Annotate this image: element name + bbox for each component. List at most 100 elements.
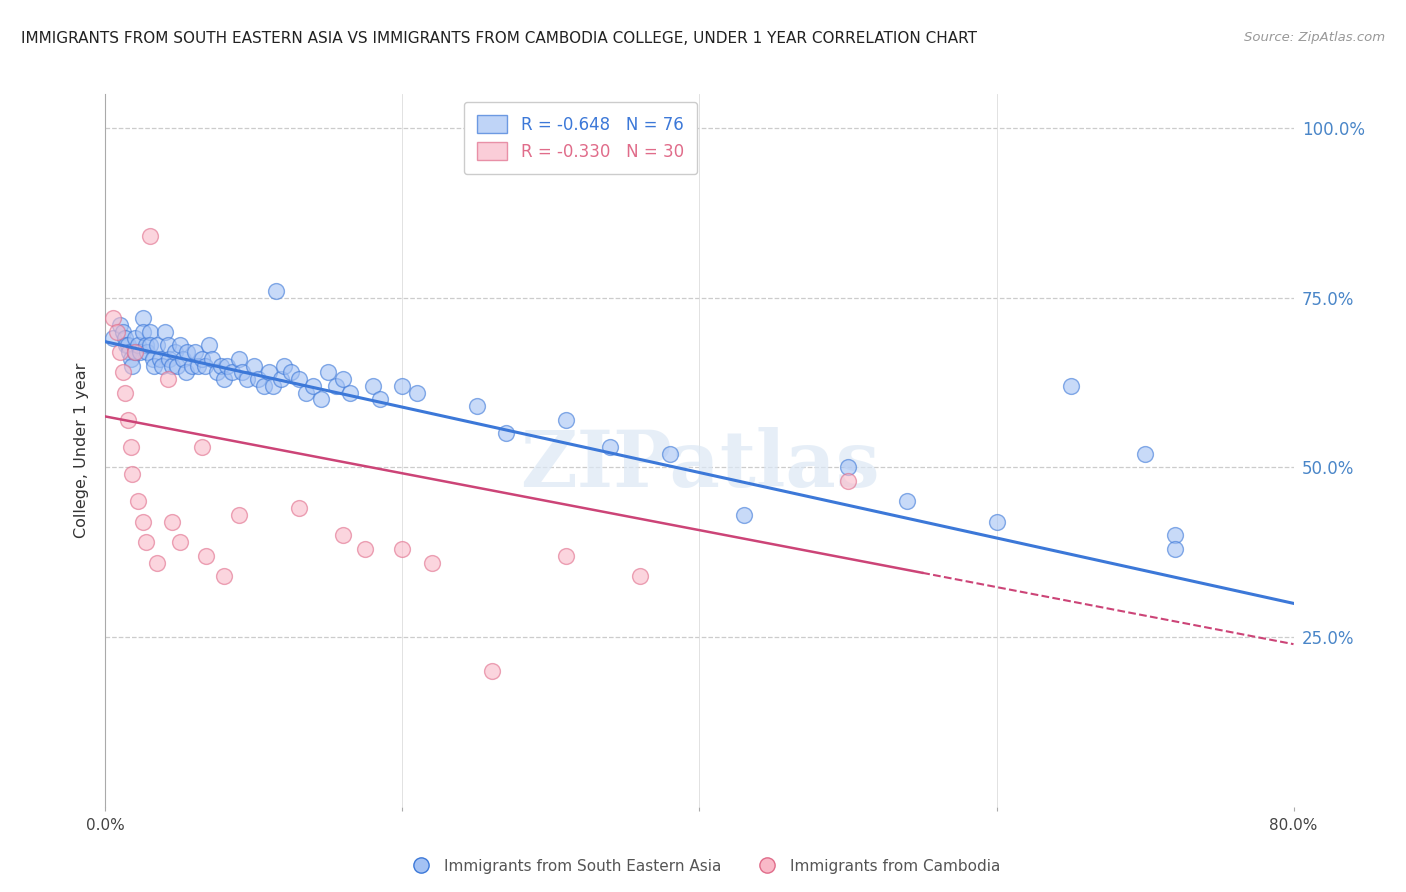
Text: IMMIGRANTS FROM SOUTH EASTERN ASIA VS IMMIGRANTS FROM CAMBODIA COLLEGE, UNDER 1 : IMMIGRANTS FROM SOUTH EASTERN ASIA VS IM… bbox=[21, 31, 977, 46]
Y-axis label: College, Under 1 year: College, Under 1 year bbox=[75, 363, 90, 538]
Point bbox=[194, 359, 217, 373]
Point bbox=[354, 541, 377, 556]
Point bbox=[117, 413, 139, 427]
Point bbox=[169, 338, 191, 352]
Point bbox=[1133, 447, 1156, 461]
Legend: R = -0.648   N = 76, R = -0.330   N = 30: R = -0.648 N = 76, R = -0.330 N = 30 bbox=[464, 102, 697, 174]
Point bbox=[198, 338, 221, 352]
Point bbox=[124, 331, 146, 345]
Point bbox=[120, 351, 142, 366]
Point bbox=[228, 508, 250, 522]
Point bbox=[166, 359, 188, 373]
Point bbox=[117, 338, 139, 352]
Point bbox=[554, 413, 576, 427]
Point bbox=[124, 345, 146, 359]
Point bbox=[128, 345, 150, 359]
Point bbox=[136, 345, 159, 359]
Point bbox=[162, 359, 184, 373]
Point bbox=[110, 318, 132, 332]
Point bbox=[302, 379, 325, 393]
Point bbox=[195, 549, 218, 563]
Point bbox=[180, 359, 202, 373]
Point bbox=[325, 379, 347, 393]
Point bbox=[131, 515, 153, 529]
Point bbox=[118, 345, 141, 359]
Point bbox=[214, 569, 236, 583]
Point bbox=[253, 379, 276, 393]
Point bbox=[273, 359, 295, 373]
Text: ZIPatlas: ZIPatlas bbox=[520, 426, 879, 503]
Point bbox=[114, 385, 136, 400]
Point bbox=[172, 351, 194, 366]
Point bbox=[156, 338, 179, 352]
Point bbox=[733, 508, 755, 522]
Point bbox=[149, 351, 172, 366]
Point bbox=[142, 351, 165, 366]
Point bbox=[169, 535, 191, 549]
Point bbox=[309, 392, 332, 407]
Point bbox=[495, 426, 517, 441]
Point bbox=[150, 359, 173, 373]
Point bbox=[127, 494, 149, 508]
Point bbox=[112, 325, 135, 339]
Point bbox=[986, 515, 1008, 529]
Point bbox=[599, 440, 621, 454]
Point bbox=[201, 351, 224, 366]
Point bbox=[217, 359, 239, 373]
Point bbox=[287, 501, 309, 516]
Point bbox=[257, 365, 280, 379]
Point bbox=[361, 379, 384, 393]
Point bbox=[391, 379, 413, 393]
Point bbox=[235, 372, 257, 386]
Point bbox=[131, 325, 153, 339]
Point bbox=[1164, 541, 1187, 556]
Point bbox=[214, 372, 236, 386]
Point bbox=[406, 385, 429, 400]
Point bbox=[339, 385, 361, 400]
Point bbox=[264, 284, 287, 298]
Point bbox=[228, 351, 250, 366]
Point bbox=[131, 310, 153, 325]
Point bbox=[101, 310, 124, 325]
Point bbox=[658, 447, 681, 461]
Point bbox=[332, 372, 354, 386]
Point bbox=[105, 325, 128, 339]
Point bbox=[115, 338, 138, 352]
Point bbox=[481, 665, 503, 679]
Point bbox=[124, 345, 146, 359]
Point bbox=[162, 515, 184, 529]
Point bbox=[332, 528, 354, 542]
Point bbox=[186, 359, 208, 373]
Point bbox=[156, 372, 179, 386]
Point bbox=[121, 359, 143, 373]
Point bbox=[316, 365, 339, 379]
Point bbox=[368, 392, 391, 407]
Point bbox=[247, 372, 270, 386]
Point bbox=[191, 440, 214, 454]
Point bbox=[139, 338, 162, 352]
Point bbox=[262, 379, 284, 393]
Point bbox=[243, 359, 266, 373]
Point bbox=[143, 359, 166, 373]
Point bbox=[554, 549, 576, 563]
Point bbox=[420, 556, 443, 570]
Point bbox=[391, 541, 413, 556]
Text: Source: ZipAtlas.com: Source: ZipAtlas.com bbox=[1244, 31, 1385, 45]
Point bbox=[157, 351, 180, 366]
Point bbox=[174, 365, 197, 379]
Point bbox=[280, 365, 302, 379]
Point bbox=[153, 325, 176, 339]
Legend: Immigrants from South Eastern Asia, Immigrants from Cambodia: Immigrants from South Eastern Asia, Immi… bbox=[399, 853, 1007, 880]
Point bbox=[139, 229, 162, 244]
Point bbox=[110, 345, 132, 359]
Point bbox=[1060, 379, 1083, 393]
Point bbox=[121, 467, 143, 482]
Point bbox=[112, 365, 135, 379]
Point bbox=[191, 351, 214, 366]
Point bbox=[127, 338, 149, 352]
Point bbox=[135, 535, 157, 549]
Point bbox=[146, 338, 169, 352]
Point bbox=[146, 556, 169, 570]
Point bbox=[295, 385, 318, 400]
Point bbox=[270, 372, 292, 386]
